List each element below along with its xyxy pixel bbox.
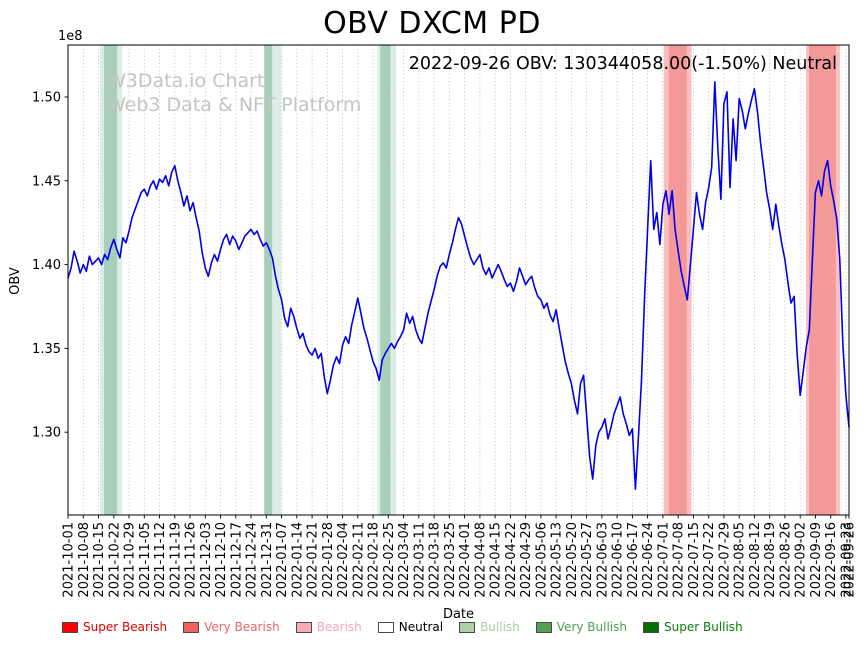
x-tick-label: 2022-03-11 — [412, 522, 427, 598]
x-tick-label: 2021-11-26 — [184, 522, 199, 598]
x-tick-label: 2021-11-12 — [153, 522, 168, 598]
x-tick-label: 2022-01-14 — [290, 522, 305, 598]
legend-swatch-bullish — [459, 621, 476, 633]
x-tick-label: 2022-02-25 — [382, 522, 397, 598]
x-tick-label: 2022-05-06 — [534, 522, 549, 598]
x-axis-label: Date — [442, 607, 475, 622]
signal-band-very-bullish — [380, 45, 391, 515]
x-tick-label: 2022-06-03 — [595, 522, 610, 598]
x-tick-label: 2022-09-26 — [843, 522, 858, 598]
legend-label: Bullish — [480, 620, 520, 634]
x-tick-label: 2022-02-18 — [367, 522, 382, 598]
x-tick-label: 2022-05-13 — [550, 522, 565, 598]
legend-swatch-neutral — [377, 621, 394, 633]
x-tick-label: 2022-04-29 — [519, 522, 534, 598]
legend-item-neutral: Neutral — [377, 620, 444, 634]
x-tick-label: 2021-12-24 — [245, 522, 260, 598]
x-tick-label: 2022-07-29 — [717, 522, 732, 598]
x-tick-label: 2022-09-16 — [824, 522, 839, 598]
signal-band-very-bearish — [663, 45, 692, 515]
x-tick-label: 2022-01-07 — [275, 522, 290, 598]
x-tick-label: 2022-08-05 — [733, 522, 748, 598]
y-axis-label: OBV — [8, 267, 23, 295]
signal-band-very-bullish — [264, 45, 273, 515]
legend-swatch-very-bearish — [183, 621, 200, 633]
x-tick-label: 2022-04-08 — [473, 522, 488, 598]
legend-label: Neutral — [398, 620, 444, 634]
x-tick-label: 2021-12-31 — [260, 522, 275, 598]
signal-band-very-bearish — [809, 45, 836, 515]
x-tick-label: 2022-02-11 — [351, 522, 366, 598]
signal-band-bullish — [377, 45, 397, 515]
x-tick-label: 2022-04-22 — [504, 522, 519, 598]
y-axis-offset-label: 1e8 — [58, 29, 83, 44]
legend-swatch-super-bearish — [62, 621, 78, 633]
x-tick-label: 2022-08-19 — [763, 522, 778, 598]
x-tick-label: 2022-03-18 — [428, 522, 443, 598]
x-tick-label: 2022-08-26 — [778, 522, 793, 598]
x-tick-label: 2022-07-15 — [687, 522, 702, 598]
x-tick-label: 2022-05-27 — [580, 522, 595, 598]
legend-swatch-super-bullish — [643, 621, 659, 633]
signal-legend: Super Bearish Very Bearish Bearish Neutral B… — [62, 620, 743, 634]
plot-frame — [67, 44, 850, 516]
x-tick-label: 2021-12-17 — [229, 522, 244, 598]
x-tick-label: 2022-09-23 — [839, 522, 854, 598]
x-tick-label: 2021-10-08 — [77, 522, 92, 598]
legend-swatch-very-bullish — [535, 621, 552, 633]
signal-band-bullish — [264, 45, 282, 515]
x-tick-label: 2021-11-05 — [138, 522, 153, 598]
x-tick-label: 2021-10-01 — [62, 522, 77, 598]
x-tick-label: 2022-06-17 — [626, 522, 641, 598]
y-tick-label: 1.40 — [32, 258, 61, 273]
legend-item-bullish: Bullish — [459, 620, 520, 634]
x-tick-label: 2022-05-20 — [565, 522, 580, 598]
chart-title: OBV DXCM PD — [323, 6, 541, 41]
x-tick-label: 2022-01-28 — [321, 522, 336, 598]
latest-obv-annotation: 2022-09-26 OBV: 130344058.00(-1.50%) Neu… — [408, 54, 837, 74]
legend-label: Super Bullish — [664, 620, 743, 634]
legend-swatch-bearish — [295, 621, 312, 633]
x-tick-label: 2021-10-22 — [107, 522, 122, 598]
x-tick-label: 2022-03-04 — [397, 522, 412, 598]
x-tick-label: 2022-07-01 — [656, 522, 671, 598]
x-tick-label: 2022-08-12 — [748, 522, 763, 598]
x-tick-label: 2022-04-15 — [489, 522, 504, 598]
legend-item-super-bullish: Super Bullish — [643, 620, 743, 634]
y-tick-label: 1.45 — [32, 174, 61, 189]
legend-item-very-bearish: Very Bearish — [183, 620, 280, 634]
x-tick-label: 2022-09-09 — [809, 522, 824, 598]
x-tick-label: 2022-09-02 — [794, 522, 809, 598]
legend-label: Very Bullish — [556, 620, 627, 634]
x-tick-label: 2022-04-01 — [458, 522, 473, 598]
legend-label: Very Bearish — [204, 620, 280, 634]
signal-band-very-bearish — [668, 45, 687, 515]
y-tick-label: 1.50 — [32, 91, 61, 106]
x-tick-label: 2021-11-19 — [168, 522, 183, 598]
y-tick-label: 1.30 — [32, 426, 61, 441]
legend-item-very-bullish: Very Bullish — [535, 620, 627, 634]
x-tick-label: 2021-12-03 — [199, 522, 214, 598]
x-tick-label: 2022-06-10 — [611, 522, 626, 598]
x-tick-label: 2022-02-04 — [336, 522, 351, 598]
legend-label: Super Bearish — [83, 620, 168, 634]
x-tick-label: 2022-06-24 — [641, 522, 656, 598]
signal-band-very-bullish — [104, 45, 118, 515]
x-tick-label: 2021-12-10 — [214, 522, 229, 598]
y-tick-label: 1.35 — [32, 342, 61, 357]
obv-series-line — [67, 81, 850, 491]
x-tick-label: 2022-07-08 — [672, 522, 687, 598]
x-tick-label: 2022-03-25 — [443, 522, 458, 598]
x-tick-label: 2021-10-29 — [123, 522, 138, 598]
legend-label: Bearish — [316, 620, 362, 634]
x-tick-label: 2021-10-15 — [92, 522, 107, 598]
signal-band-bullish — [100, 45, 122, 515]
legend-item-super-bearish: Super Bearish — [62, 620, 167, 634]
x-tick-label: 2022-01-21 — [306, 522, 321, 598]
legend-item-bearish: Bearish — [295, 620, 362, 634]
x-tick-label: 2022-07-22 — [702, 522, 717, 598]
